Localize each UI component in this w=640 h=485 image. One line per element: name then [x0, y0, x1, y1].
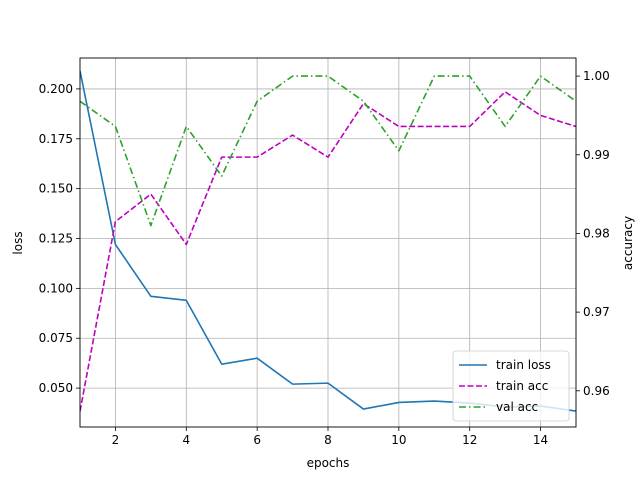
legend-box	[452, 350, 570, 422]
left-y-tick-label: 0.100	[39, 281, 73, 295]
x-tick-label: 10	[391, 433, 406, 447]
series-line-train-acc	[80, 91, 576, 412]
legend-label: train acc	[496, 379, 548, 393]
right-y-tick-label: 0.97	[583, 305, 610, 319]
grid	[80, 58, 576, 427]
x-tick-label: 14	[533, 433, 548, 447]
left-y-axis-title: loss	[11, 231, 25, 254]
left-y-tick-label: 0.050	[39, 381, 73, 395]
left-y-tick-label: 0.075	[39, 331, 73, 345]
series-line-val-acc	[80, 75, 576, 227]
axes: 2 4 6 8 10 12 14 0.050 0.075 0.100 0.125 0.150 0.175…	[39, 57, 610, 447]
right-y-tick-label: 1.00	[583, 69, 610, 83]
x-tick-label: 4	[182, 433, 190, 447]
left-y-tick-label: 0.125	[39, 232, 73, 246]
x-axis-title: epochs	[307, 456, 350, 470]
x-tick-label: 8	[324, 433, 332, 447]
plot-frame	[79, 57, 577, 428]
right-y-axis-title: accuracy	[621, 216, 635, 270]
left-y-tick-label: 0.175	[39, 132, 73, 146]
legend-label: train loss	[496, 358, 551, 372]
x-tick-label: 2	[112, 433, 120, 447]
right-y-tick-label: 0.99	[583, 148, 610, 162]
x-tick-label: 6	[253, 433, 261, 447]
x-tick-label: 12	[462, 433, 477, 447]
legend-label: val acc	[496, 400, 538, 414]
left-y-tick-label: 0.200	[39, 82, 73, 96]
right-y-tick-label: 0.98	[583, 226, 610, 240]
left-y-tick-label: 0.150	[39, 182, 73, 196]
right-y-tick-label: 0.96	[583, 384, 610, 398]
legend: train loss train acc val acc	[452, 350, 570, 422]
